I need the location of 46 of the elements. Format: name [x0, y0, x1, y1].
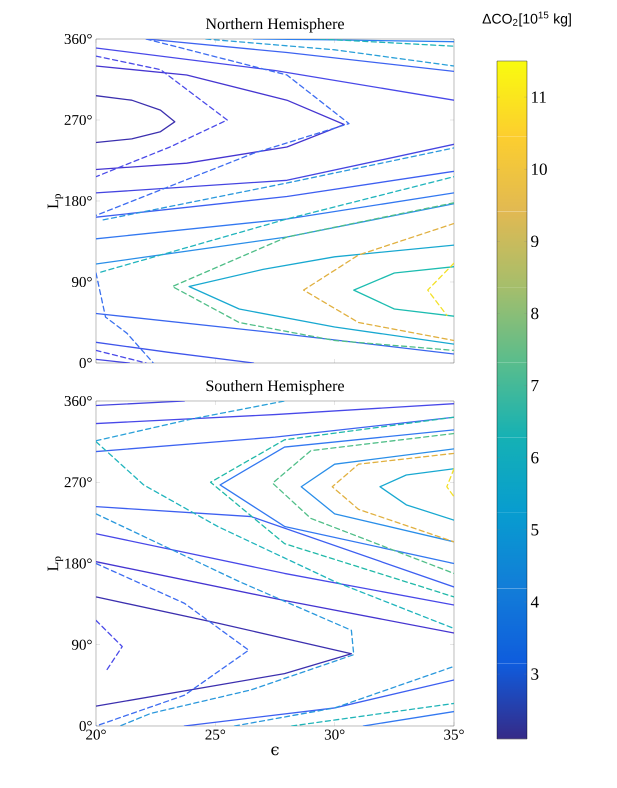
color-bar-label: 4	[530, 596, 539, 608]
x-tick-label: 30°	[324, 730, 344, 740]
line-series	[96, 440, 454, 630]
color-bar-label: 5	[532, 524, 538, 536]
x-tick-label: 25°	[205, 730, 226, 740]
color-bar-label: 7	[532, 380, 539, 392]
line-series	[96, 95, 176, 144]
y-tick-label: 270°	[64, 114, 92, 126]
line-series	[210, 416, 454, 598]
color-bar-label: 6	[531, 452, 539, 464]
line-series	[272, 432, 454, 574]
line-series	[219, 429, 454, 564]
line-series	[96, 596, 352, 707]
line-series	[188, 244, 454, 345]
y-tick-label: 180°	[65, 196, 92, 206]
color-bar-label: 11	[532, 91, 546, 103]
chart-title: Northern Hemisphere	[206, 18, 344, 32]
line-series	[96, 562, 250, 726]
color-bar-title: ΔCO$_{2}$[10$^{15}$ kg]	[482, 12, 571, 26]
y-tick-label: 0°	[80, 720, 92, 732]
color-bar-label: 8	[531, 308, 538, 320]
y-axis-title: L$_{p}$	[48, 194, 64, 208]
y-axis-title: L$_{p}$	[48, 556, 64, 571]
chart-title: Southern Hemisphere	[206, 380, 344, 394]
line-series	[96, 513, 354, 726]
line-series	[302, 222, 454, 342]
color-bar-label: 10	[532, 163, 547, 175]
line-series	[96, 65, 345, 170]
line-series	[96, 55, 228, 178]
y-tick-label: 90°	[72, 640, 92, 650]
y-tick-label: 90°	[72, 276, 92, 288]
x-tick-label: 35°	[444, 730, 464, 740]
line-series	[172, 202, 454, 352]
y-tick-label: 360°	[64, 396, 92, 406]
line-series	[379, 468, 454, 521]
y-tick-label: 0°	[80, 358, 92, 368]
color-bar-label: 9	[531, 236, 538, 248]
x-axis-title: ϵ	[271, 746, 279, 756]
x-tick-label: 20°	[86, 730, 106, 740]
line-series	[353, 266, 454, 317]
y-tick-label: 360°	[64, 34, 92, 44]
line-series	[300, 448, 454, 542]
line-series	[332, 452, 454, 542]
color-bar-label: 3	[531, 668, 538, 680]
y-tick-label: 270°	[64, 477, 92, 488]
y-tick-label: 180°	[65, 558, 92, 569]
